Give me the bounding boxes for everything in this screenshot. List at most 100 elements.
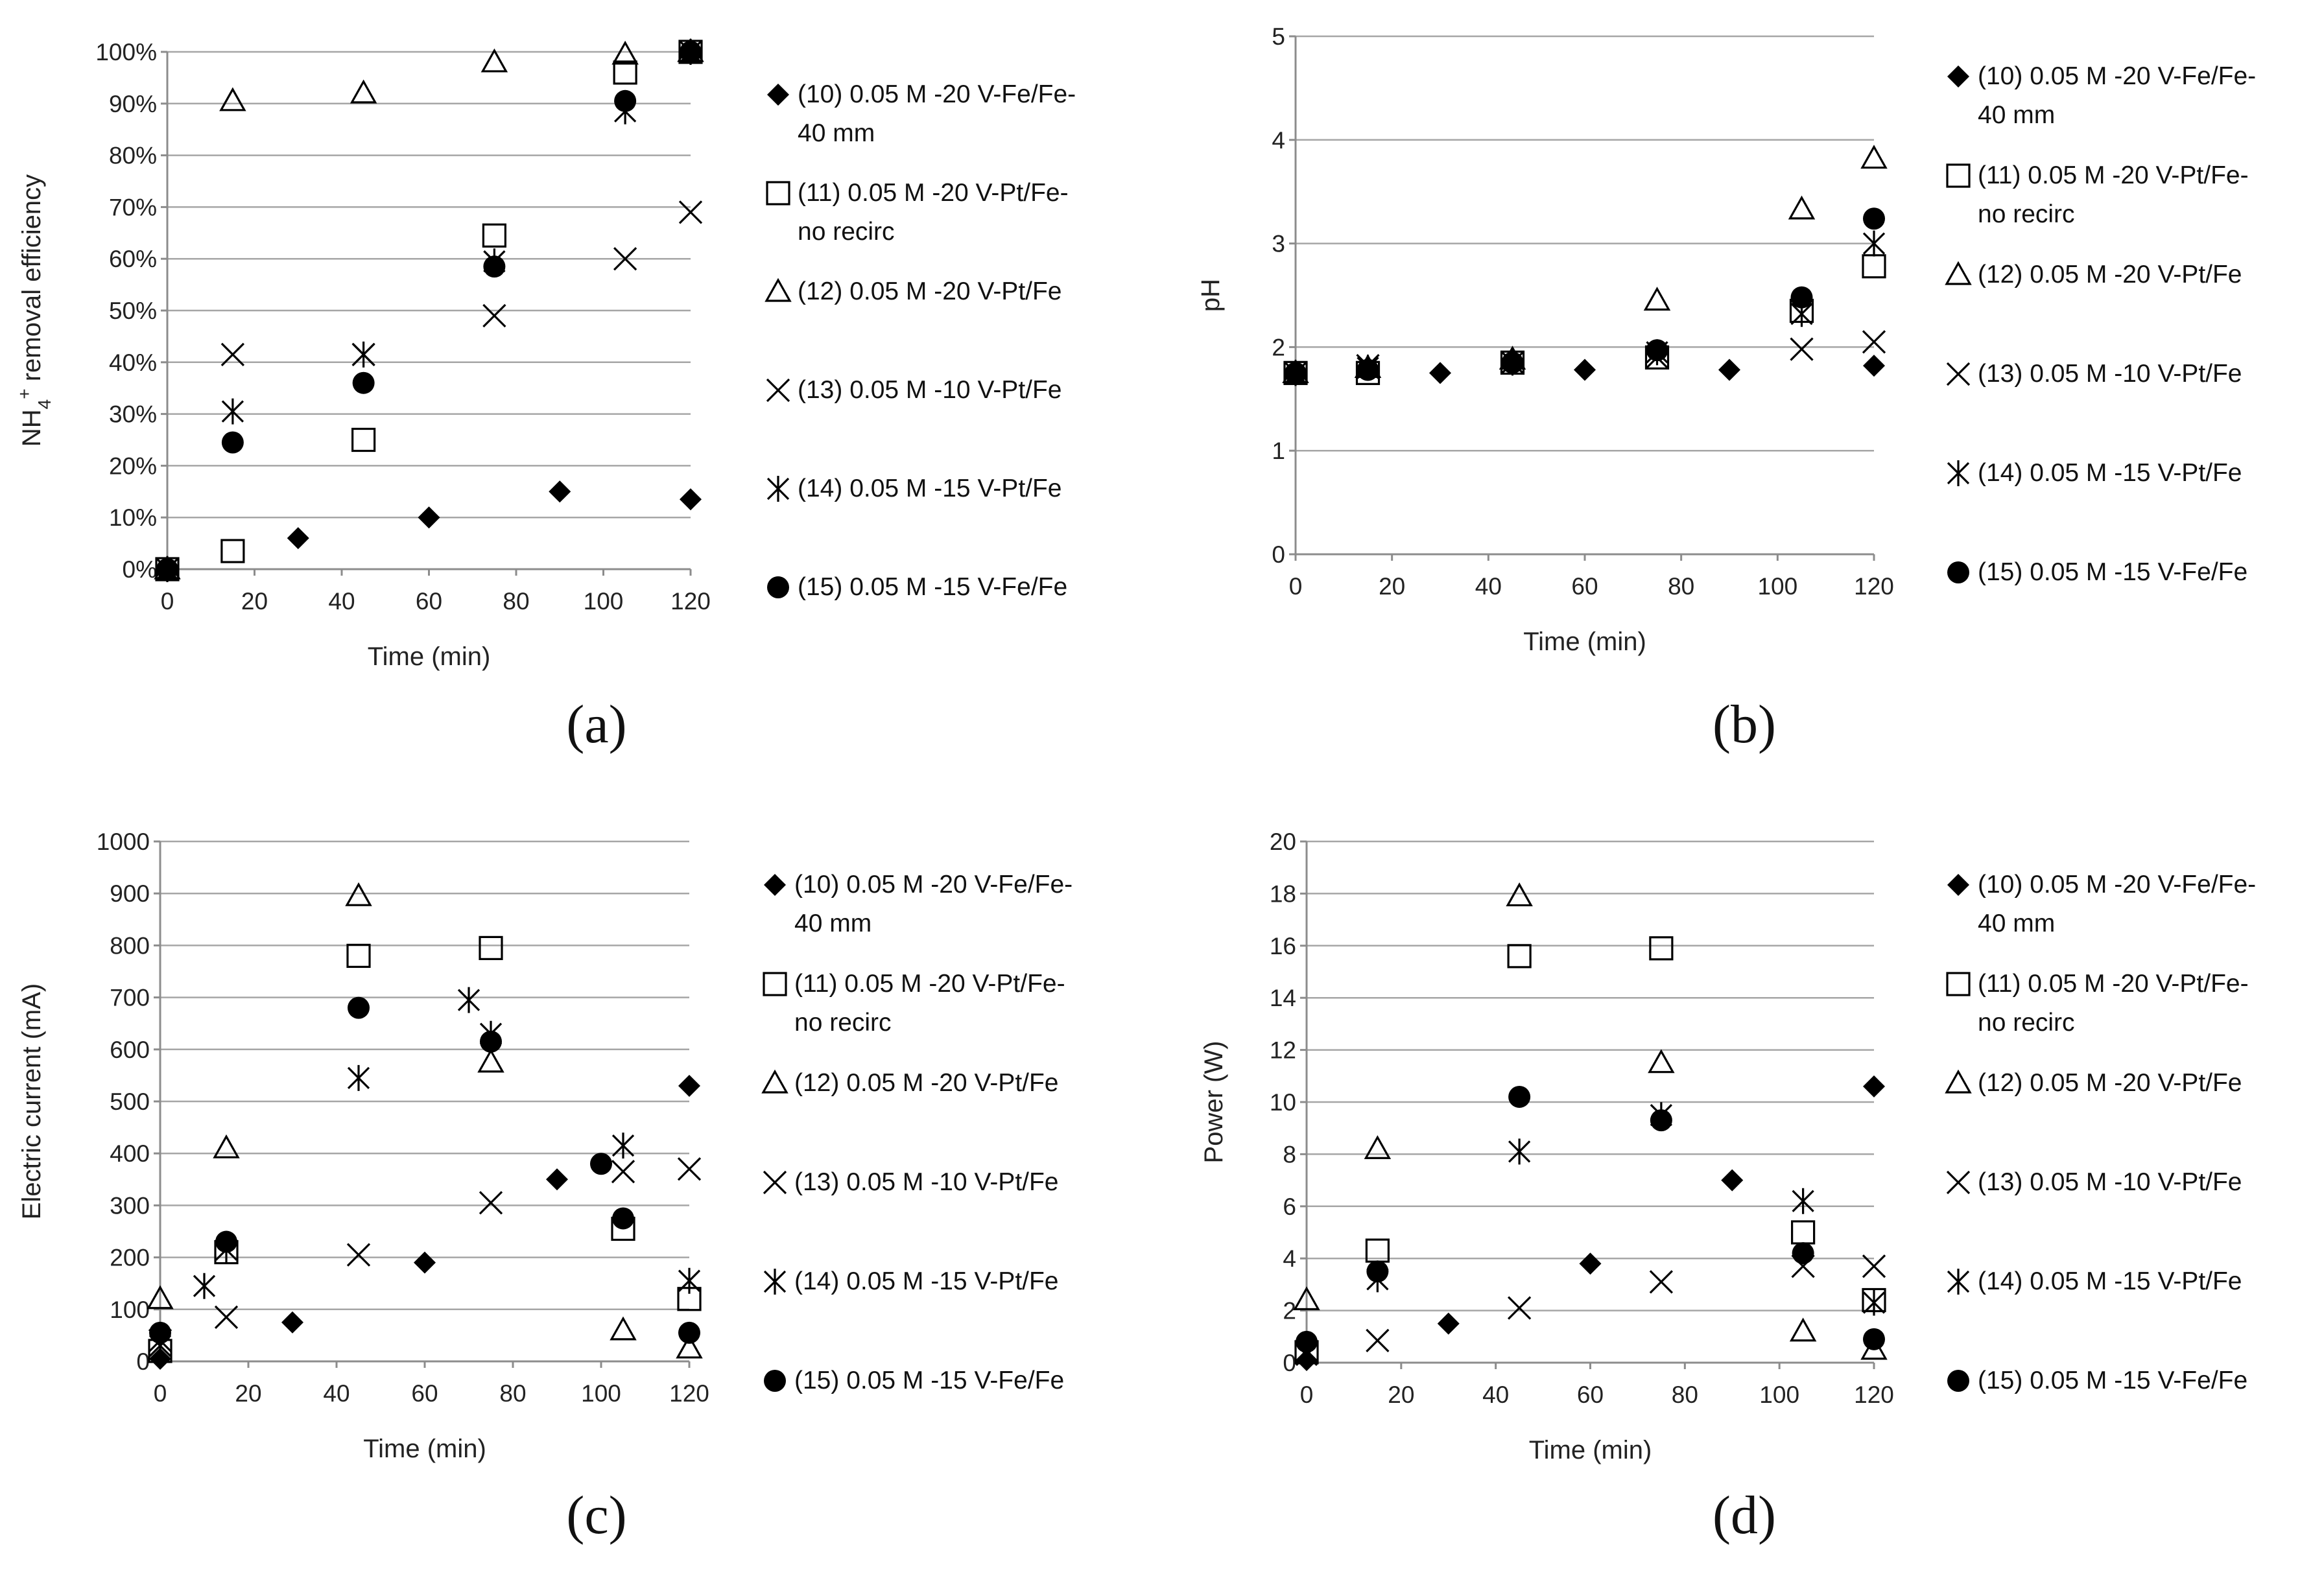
- legend-label-s14: (14) 0.05 M -15 V-Pt/Fe: [794, 1267, 1059, 1295]
- data-point-s10: [281, 1311, 303, 1333]
- legend-marker-s14: [1947, 460, 1970, 486]
- legend-label-s13: (13) 0.05 M -10 V-Pt/Fe: [794, 1168, 1059, 1196]
- legend-label-s10: 40 mm: [1978, 101, 2055, 129]
- y-axis-title-main: Electric current (mA): [18, 983, 46, 1220]
- data-point-s12: [610, 1316, 637, 1341]
- data-point-s12: [1643, 287, 1671, 311]
- y-axis-title: pH: [1196, 279, 1225, 312]
- data-point-s15: [348, 996, 370, 1019]
- data-point-s15: [1501, 351, 1524, 374]
- y-tick-label: 0%: [123, 556, 157, 583]
- legend-label-s10: (10) 0.05 M -20 V-Fe/Fe-: [1978, 871, 2256, 899]
- legend-marker-s12: [765, 277, 792, 302]
- series-s15: [1285, 207, 1885, 384]
- data-point-s12: [1293, 1286, 1320, 1311]
- y-tick-label: 600: [110, 1037, 150, 1063]
- y-axis-title-main: NH: [18, 409, 46, 447]
- x-tick-label: 40: [1482, 1381, 1509, 1408]
- legend-label-s11: (11) 0.05 M -20 V-Pt/Fe-: [1978, 970, 2249, 998]
- legend-marker-s12: [1945, 1069, 1972, 1094]
- legend-marker-s13: [1946, 1170, 1971, 1195]
- data-point-s12: [219, 87, 246, 112]
- data-point-s15: [352, 371, 375, 394]
- data-point-s15: [680, 41, 702, 63]
- y-tick-label: 4: [1283, 1245, 1296, 1272]
- legend-label-s10: (10) 0.05 M -20 V-Fe/Fe-: [798, 80, 1076, 108]
- data-point-s14: [457, 987, 480, 1013]
- legend-marker-s12: [1945, 261, 1972, 285]
- data-point-s12: [1648, 1049, 1675, 1074]
- data-point-s14: [1862, 230, 1886, 257]
- x-axis-title: Time (min): [363, 1435, 486, 1463]
- series-s11: [148, 935, 702, 1363]
- legend-marker-s10: [1947, 65, 1969, 88]
- y-tick-label: 100%: [95, 39, 157, 65]
- data-point-s13: [214, 1305, 239, 1329]
- data-point-s15: [614, 89, 637, 112]
- data-point-s10: [1718, 358, 1740, 381]
- panel-caption: (d): [1713, 1485, 1776, 1545]
- y-axis-title-sup: +: [14, 388, 34, 399]
- x-tick-label: 80: [1668, 573, 1694, 600]
- series-s12: [147, 882, 703, 1359]
- y-tick-label: 0: [1272, 541, 1285, 568]
- legend-label-s11: (11) 0.05 M -20 V-Pt/Fe-: [798, 179, 1069, 207]
- data-point-s10: [678, 1074, 700, 1097]
- x-tick-label: 0: [154, 1380, 167, 1407]
- data-point-s14: [352, 341, 375, 368]
- data-point-s15: [1863, 207, 1885, 230]
- legend-marker-s11: [763, 972, 787, 996]
- data-point-s15: [1285, 362, 1307, 384]
- y-tick-label: 5: [1272, 23, 1285, 50]
- data-point-s12: [147, 1285, 174, 1310]
- data-point-s13: [1649, 1270, 1674, 1294]
- legend-label-s10: 40 mm: [798, 119, 875, 147]
- y-tick-label: 30%: [109, 401, 157, 428]
- data-point-s15: [590, 1153, 612, 1175]
- data-point-s12: [611, 40, 639, 65]
- y-axis-title-sub: 4: [34, 399, 54, 410]
- legend-label-s15: (15) 0.05 M -15 V-Fe/Fe: [1978, 558, 2247, 586]
- x-tick-label: 100: [581, 1380, 621, 1407]
- data-point-s11: [482, 223, 506, 248]
- legend-marker-s13: [763, 1170, 787, 1195]
- chart-panel-a: 0% 10% 20% 30% 40% 50% 60% 70% 80% 90% 100% 0 20 40 60…: [14, 38, 1076, 755]
- data-point-s11: [346, 943, 371, 969]
- legend-label-s10: 40 mm: [794, 910, 872, 937]
- data-point-s15: [1508, 1085, 1531, 1108]
- legend-label-s13: (13) 0.05 M -10 V-Pt/Fe: [798, 376, 1062, 404]
- data-point-s15: [221, 431, 244, 454]
- series-s12: [154, 38, 704, 580]
- legend-marker-s11: [1946, 972, 1971, 996]
- y-tick-label: 2: [1272, 334, 1285, 360]
- x-axis-title: Time (min): [1523, 628, 1646, 656]
- legend-label-s12: (12) 0.05 M -20 V-Pt/Fe: [794, 1069, 1059, 1097]
- legend-label-s12: (12) 0.05 M -20 V-Pt/Fe: [798, 277, 1062, 305]
- legend-label-s13: (13) 0.05 M -10 V-Pt/Fe: [1978, 360, 2242, 388]
- x-tick-label: 80: [499, 1380, 526, 1407]
- data-point-s10: [1429, 362, 1451, 384]
- y-tick-label: 1000: [97, 828, 150, 855]
- data-point-s10: [414, 1251, 436, 1274]
- legend-marker-s10: [764, 874, 786, 896]
- data-point-s12: [477, 1048, 504, 1073]
- y-tick-label: 8: [1283, 1141, 1296, 1168]
- legend-label-s14: (14) 0.05 M -15 V-Pt/Fe: [1978, 459, 2242, 487]
- x-tick-label: 20: [1379, 573, 1405, 600]
- y-tick-label: 400: [110, 1140, 150, 1167]
- y-axis-title-main: Power (W): [1200, 1041, 1228, 1164]
- data-point-s11: [1507, 944, 1532, 969]
- data-point-s15: [1366, 1260, 1389, 1283]
- legend-marker-s11: [766, 181, 790, 206]
- x-tick-label: 120: [669, 1380, 709, 1407]
- y-tick-label: 80%: [109, 143, 157, 169]
- legend-label-s10: (10) 0.05 M -20 V-Fe/Fe-: [794, 871, 1073, 899]
- x-tick-label: 100: [1757, 573, 1797, 600]
- y-tick-label: 0: [1283, 1350, 1296, 1376]
- legend: (10) 0.05 M -20 V-Fe/Fe- 40 mm (11) 0.05 M…: [761, 871, 1073, 1394]
- x-tick-label: 0: [1289, 573, 1303, 600]
- x-tick-label: 0: [1300, 1381, 1314, 1408]
- data-point-s14: [1792, 1188, 1814, 1214]
- data-point-s12: [345, 882, 372, 906]
- y-tick-label: 60%: [109, 246, 157, 272]
